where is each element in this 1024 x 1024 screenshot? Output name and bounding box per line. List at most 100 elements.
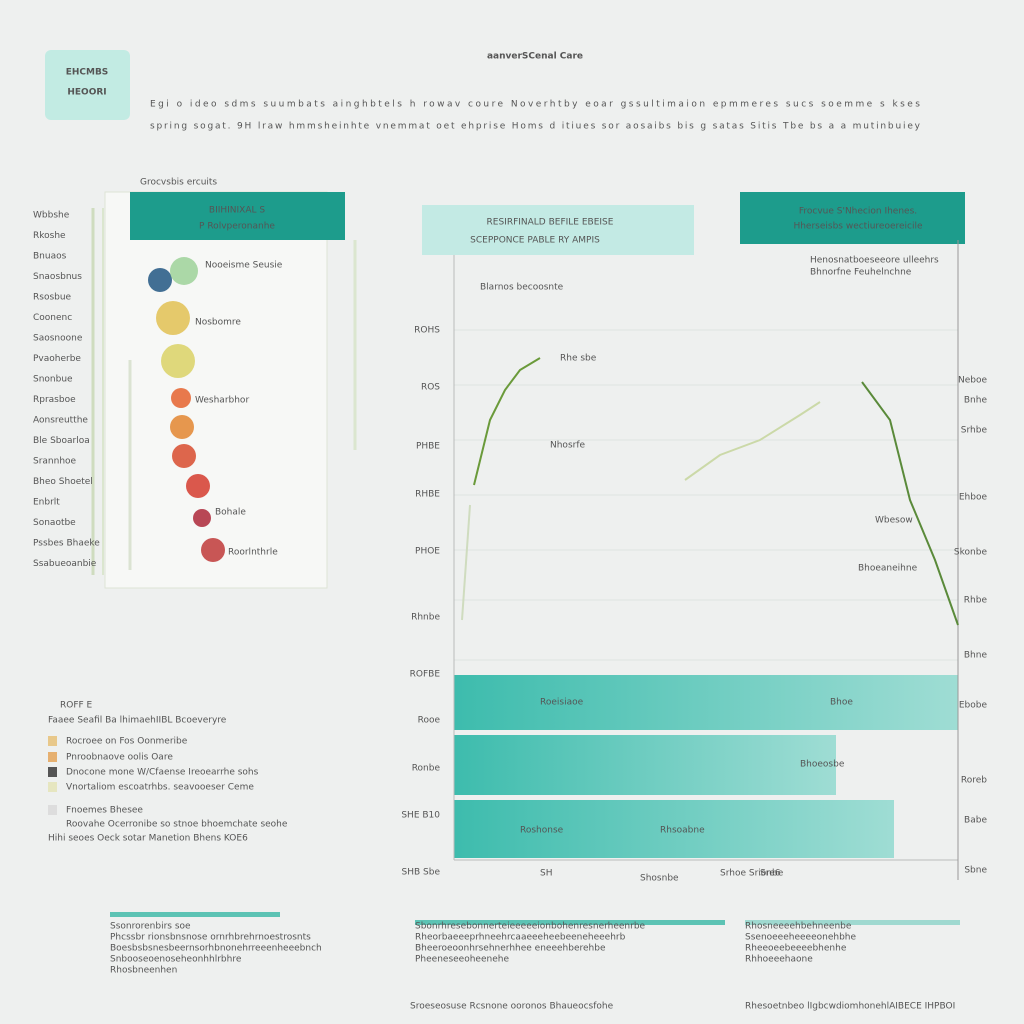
side-label: Bheo Shoetel — [33, 477, 93, 487]
banner-text: RESIRFINALD BEFILE EBEISE — [487, 218, 614, 228]
side-label: Enbrlt — [33, 498, 60, 508]
left-header — [130, 192, 345, 240]
title: aanverSCenal Care — [487, 52, 583, 62]
footer-text: Rhosneeeehbehneenbe — [745, 922, 852, 932]
ball-label: Wesharbhor — [195, 396, 249, 406]
badge-text: Hherseisbs wectiureoereicile — [793, 222, 923, 232]
ball — [156, 301, 190, 335]
bar-label: Roshonse — [520, 826, 564, 836]
footer-text: Snbooseoenoseheonhhlrbhre — [110, 955, 242, 965]
right-label: Neboe — [958, 376, 987, 386]
bottom-text: Sroeseosuse Rcsnone ooronos Bhaueocsfohe — [410, 1002, 614, 1012]
footer-text: Phcssbr rionsbnsnose ornrhbrehrnoestrosn… — [110, 933, 311, 943]
y-label: PHOE — [415, 547, 440, 557]
logo-text: EHCMBS — [66, 68, 109, 78]
footer-text: Pheeneseeoheenehe — [415, 955, 509, 965]
y-label: SHB Sbe — [402, 868, 441, 878]
panel-header: P Rolvperonanhe — [199, 222, 275, 232]
badge — [740, 192, 965, 244]
legend-heading: Faaee Seafil Ba lhimaehIIBL Bcoeveryre — [48, 716, 227, 726]
side-label: Pssbes Bhaeke — [33, 539, 100, 549]
logo-text: HEOORI — [67, 88, 106, 98]
side-label: Ssabueoanbie — [33, 559, 97, 569]
texts: EHCMBS HEOORI aanverSCenal Care Egi o ideo … — [33, 52, 987, 1012]
footer-text: Rhosbneenhen — [110, 966, 177, 976]
x-label: Srhoe Srionbe — [720, 869, 784, 879]
trend-line — [684, 401, 821, 481]
right-label: Ehboe — [959, 493, 988, 503]
legend-swatch — [48, 782, 57, 792]
right-label: Rhbe — [964, 596, 988, 606]
x-label: Shosnbe — [640, 874, 679, 884]
note: Bhnorfne Feuhelnchne — [810, 268, 912, 278]
footer-rule — [745, 920, 960, 925]
side-label: Sonaotbe — [33, 518, 76, 528]
annotation: Rhe sbe — [560, 354, 597, 364]
subtitle: spring sogat. 9H lraw hmmsheinhte vnemma… — [150, 122, 921, 132]
band — [454, 735, 836, 795]
side-label: Snonbue — [33, 375, 73, 385]
legend-item: Fnoemes Bhesee — [66, 806, 143, 816]
subtitle: Egi o ideo sdms suumbats ainghbtels h ro… — [150, 100, 920, 110]
y-label: Ronbe — [412, 764, 441, 774]
side-label: Ble Sboarloa — [33, 436, 90, 446]
right-label: Srhbe — [961, 426, 988, 436]
right-label: Ebobe — [959, 701, 988, 711]
ball — [193, 509, 211, 527]
banner-text: SCEPPONCE PABLE RY AMPIS — [470, 236, 600, 246]
y-label: ROHS — [414, 326, 440, 336]
ball — [186, 474, 210, 498]
side-label: Rkoshe — [33, 231, 66, 241]
footer-text: Rheeoeebeeeebhenhe — [745, 944, 847, 954]
legend-swatch — [48, 752, 57, 762]
ball — [161, 344, 195, 378]
legend-footer: Hihi seoes Oeck sotar Manetion Bhens KOE… — [48, 834, 248, 844]
legend-item: Dnocone mone W/Cfaense Ireoearrhe sohs — [66, 768, 259, 778]
right-label: Roreb — [961, 776, 987, 786]
right-label: Sbne — [964, 866, 987, 876]
footer-text: Ssonrorenbirs soe — [110, 922, 191, 932]
side-label: Srannhoe — [33, 457, 77, 467]
side-label: Pvaoherbe — [33, 354, 81, 364]
ball — [170, 415, 194, 439]
ball — [201, 538, 225, 562]
side-label: Rsosbue — [33, 293, 72, 303]
ball — [171, 388, 191, 408]
y-label: RHBE — [415, 490, 440, 500]
side-label: Saosnoone — [33, 334, 83, 344]
ball-label: Nooeisme Seusie — [205, 261, 283, 271]
legend-note: Roovahe Ocerronibe so stnoe bhoemchate s… — [66, 820, 288, 830]
side-label: Bnuaos — [33, 252, 67, 262]
legend-swatch — [48, 767, 57, 777]
left-panel — [104, 191, 328, 589]
footer-text: Boesbsbsnesbeernsorhbnonehrreeenheeebnch — [110, 944, 322, 954]
side-label: Rprasboe — [33, 395, 76, 405]
ball-label: Nosbomre — [195, 318, 241, 328]
y-label: Rhnbe — [411, 613, 440, 623]
y-label: PHBE — [416, 442, 440, 452]
legend-title: ROFF E — [60, 701, 93, 711]
side-label: Aonsreutthe — [33, 416, 88, 426]
footer-text: Rhhoeeehaone — [745, 955, 813, 965]
trend-line — [473, 357, 541, 486]
right-label: Babe — [964, 816, 987, 826]
band — [454, 800, 894, 858]
badge-text: Frocvue S'Nhecion Ihenes. — [799, 207, 917, 217]
trend-line — [861, 381, 959, 626]
panel-header: BIIHINIXAL S — [209, 206, 265, 216]
right-label: Bhne — [964, 651, 988, 661]
note: Blarnos becoosnte — [480, 283, 564, 293]
trend-line — [461, 504, 471, 621]
footer-text: Ssenoeeeheeeeonehbhe — [745, 933, 856, 943]
side-label: Snaosbnus — [33, 272, 82, 282]
ball-label: Bohale — [215, 508, 246, 518]
legend-item: Vnortaliom escoatrhbs. seavooeser Ceme — [66, 783, 254, 793]
y-label: ROS — [421, 383, 440, 393]
side-label: Coonenc — [33, 313, 72, 323]
legend-item: Pnroobnaove oolis Oare — [66, 753, 173, 763]
band — [454, 675, 958, 730]
note: Henosnatboeseeore ulleehrs — [810, 256, 939, 266]
logo-box — [45, 50, 130, 120]
